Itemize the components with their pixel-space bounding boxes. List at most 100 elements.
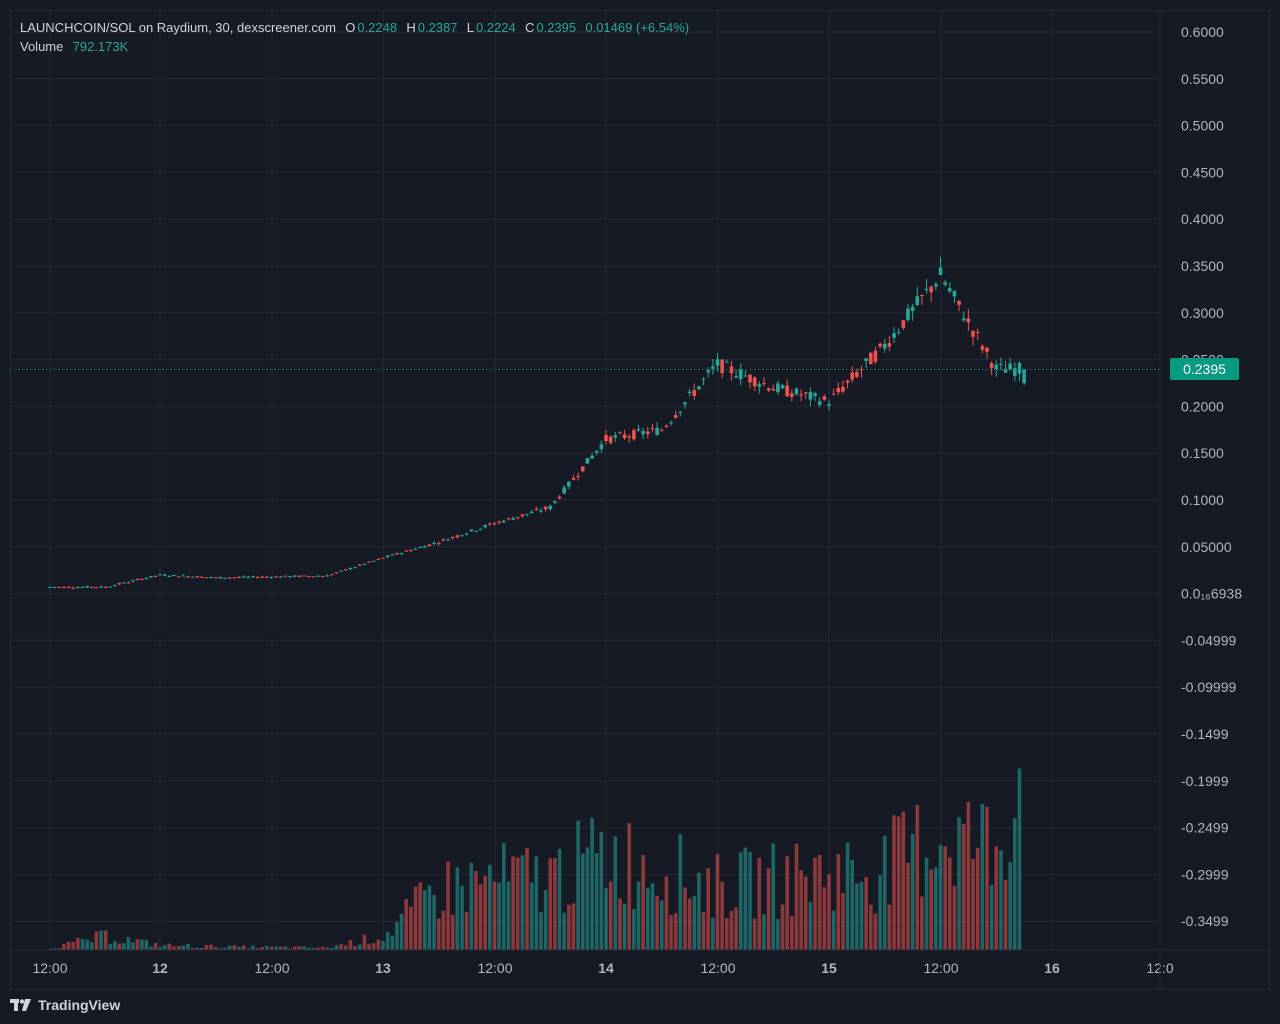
volume-bar <box>785 856 789 950</box>
candle-body <box>896 332 901 334</box>
volume-bar <box>413 886 418 950</box>
volume-bar <box>673 913 678 950</box>
volume-bar <box>845 842 850 950</box>
volume-bar <box>752 918 757 950</box>
volume-bar <box>646 888 650 950</box>
volume-bar <box>195 947 199 950</box>
price-chart[interactable]: 0.6000 0.5500 0.5000 0.4500 0.4000 0.3500 0.30… <box>0 0 1280 990</box>
high-label: H <box>406 20 416 35</box>
candle-body <box>980 346 985 350</box>
candle-body <box>427 544 432 546</box>
candle-body <box>961 318 966 321</box>
volume-bar <box>920 896 924 950</box>
candle-body <box>334 572 339 574</box>
candle-body <box>511 518 515 520</box>
candle-body <box>743 375 748 377</box>
volume-bar <box>325 947 330 950</box>
x-tick-label: 16 <box>1044 960 1060 976</box>
volume-bar <box>548 858 553 950</box>
candle-body <box>650 428 655 430</box>
candle-body <box>483 525 488 528</box>
open-label: O <box>345 20 356 35</box>
volume-bar <box>283 946 288 950</box>
candle-body <box>80 586 85 588</box>
candle-body <box>478 528 483 530</box>
candle-body <box>776 383 780 393</box>
candle-body <box>399 553 404 555</box>
candle-body <box>924 288 929 290</box>
candle-body <box>71 587 76 589</box>
volume-bar <box>436 918 441 950</box>
candle-body <box>706 370 711 373</box>
volume-bar <box>62 944 66 950</box>
candle-body <box>813 393 817 397</box>
volume-bar <box>943 846 947 950</box>
legend-ohlc: LAUNCHCOIN/SOL on Raydium, 30, dexscreen… <box>20 20 691 35</box>
volume-bar <box>659 900 664 950</box>
candle-body <box>734 375 738 378</box>
candle-body <box>869 352 873 365</box>
candle-body <box>892 333 896 338</box>
candle-body <box>122 582 126 584</box>
candle-body <box>117 583 122 585</box>
volume-bar <box>460 885 464 950</box>
volume-bar <box>404 899 409 950</box>
candle-body <box>162 574 167 576</box>
volume-bar <box>613 836 618 950</box>
candle-body <box>794 388 799 395</box>
candle-body <box>200 576 204 578</box>
candle-body <box>957 300 961 305</box>
volume-bar <box>734 907 738 950</box>
candle-body <box>385 555 390 557</box>
candle-body <box>975 332 980 334</box>
candle-body <box>497 521 501 523</box>
volume-bar <box>52 948 57 950</box>
candle-body <box>204 577 209 579</box>
candle-body <box>288 576 292 578</box>
volume-value: 792.173K <box>72 39 129 54</box>
candle-body <box>929 286 934 293</box>
volume-bar <box>1017 768 1022 950</box>
volume-bar <box>140 939 144 950</box>
candle-body <box>251 576 255 578</box>
volume-bar <box>604 888 608 950</box>
y-tick-label: -0.09999 <box>1181 679 1236 695</box>
volume-bar <box>910 833 915 950</box>
volume-label: Volume <box>20 39 64 54</box>
y-tick-label: 0.3000 <box>1181 305 1224 321</box>
y-tick-label: 0.1500 <box>1181 445 1224 461</box>
volume-bar <box>112 941 117 950</box>
candle-body <box>999 363 1003 365</box>
candle-body <box>915 296 920 305</box>
tradingview-logo[interactable]: TradingView <box>10 997 120 1013</box>
volume-bar <box>103 930 108 950</box>
volume-bar <box>469 862 474 950</box>
volume-bar <box>966 801 971 950</box>
volume-bar <box>892 815 896 950</box>
volume-bar <box>464 911 469 950</box>
candle-body <box>799 394 803 396</box>
candle-body <box>103 586 108 588</box>
y-tick-label: -0.3499 <box>1181 913 1229 929</box>
volume-bar <box>664 876 669 950</box>
y-tick-label: -0.2999 <box>1181 866 1229 882</box>
volume-bar <box>511 856 515 950</box>
candle-body <box>325 575 330 577</box>
volume-bar <box>678 834 683 950</box>
volume-bar <box>227 945 232 950</box>
candle-body <box>1013 368 1017 376</box>
candle-body <box>140 578 144 580</box>
candle-body <box>790 393 794 398</box>
x-tick-label: 12:00 <box>32 960 67 976</box>
volume-bar <box>957 817 961 950</box>
candle-body <box>218 576 223 579</box>
volume-bar <box>506 881 511 950</box>
volume-bar <box>292 946 297 950</box>
volume-bar <box>320 946 325 950</box>
close-value: 0.2395 <box>536 20 577 35</box>
candle-body <box>423 546 427 548</box>
volume-bar <box>488 864 492 950</box>
volume-bar <box>348 940 353 950</box>
volume-bar <box>237 946 241 950</box>
volume-bar <box>553 858 557 950</box>
